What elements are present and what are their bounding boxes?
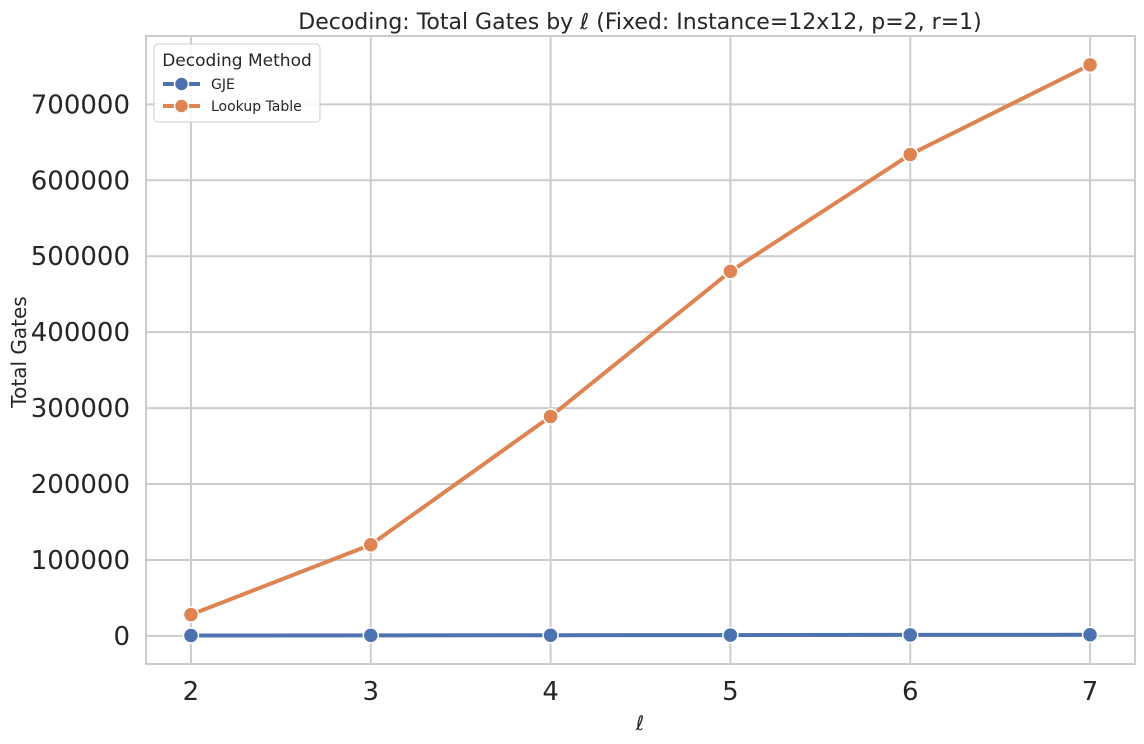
y-tick-label: 0 [113, 622, 130, 652]
x-tick-label: 3 [362, 677, 379, 707]
data-point-gje [182, 627, 200, 644]
y-axis-label: Total Gates [7, 296, 31, 408]
y-tick-label: 100000 [31, 546, 130, 576]
series-line-gje [188, 632, 1093, 638]
legend-box [153, 43, 321, 123]
y-tick-label: 300000 [31, 394, 130, 424]
chart-title: Decoding: Total Gates by ℓ (Fixed: Insta… [298, 10, 981, 35]
legend-entry-gje: GJE [163, 76, 235, 93]
data-point-gje [1081, 626, 1099, 644]
legend-label-gje: GJE [211, 77, 235, 93]
data-point-lookup-table [722, 263, 739, 280]
grid-lines [146, 36, 1135, 664]
x-tick-label: 6 [902, 677, 919, 707]
data-point-lookup-table [182, 606, 200, 623]
y-tick-label: 600000 [31, 166, 130, 196]
x-axis-label: ℓ [635, 711, 644, 735]
data-point-lookup-table [542, 408, 559, 425]
legend-entry-lookup-table: Lookup Table [163, 98, 302, 115]
data-point-lookup-table [1081, 56, 1099, 74]
series-line-lookup-table [188, 62, 1093, 617]
y-tick-labels: 0 100000 200000 300000 400000 500000 600000 700… [31, 90, 130, 652]
x-tick-label: 2 [183, 677, 200, 707]
legend-label-lookup-table: Lookup Table [211, 99, 302, 115]
legend-marker-lookup-table [173, 98, 190, 114]
plot-area [145, 35, 1136, 665]
data-point-lookup-table [901, 146, 919, 163]
data-point-gje [722, 626, 739, 644]
y-tick-label: 200000 [31, 470, 130, 500]
y-tick-label: 400000 [31, 318, 130, 348]
data-point-gje [362, 627, 380, 644]
data-point-gje [542, 626, 559, 644]
data-point-lookup-table [362, 536, 380, 554]
x-tick-labels: 2 3 4 5 6 7 [183, 677, 1099, 707]
x-tick-label: 7 [1082, 677, 1099, 707]
legend-marker-gje [173, 76, 190, 92]
legend: Decoding Method GJE Lookup Table [153, 43, 321, 123]
x-tick-label: 4 [542, 677, 559, 707]
x-tick-label: 5 [722, 677, 739, 707]
y-tick-label: 500000 [31, 242, 130, 272]
data-point-gje [901, 626, 919, 644]
series-layer [182, 56, 1099, 644]
y-tick-label: 700000 [31, 90, 130, 120]
legend-title: Decoding Method [162, 51, 312, 71]
